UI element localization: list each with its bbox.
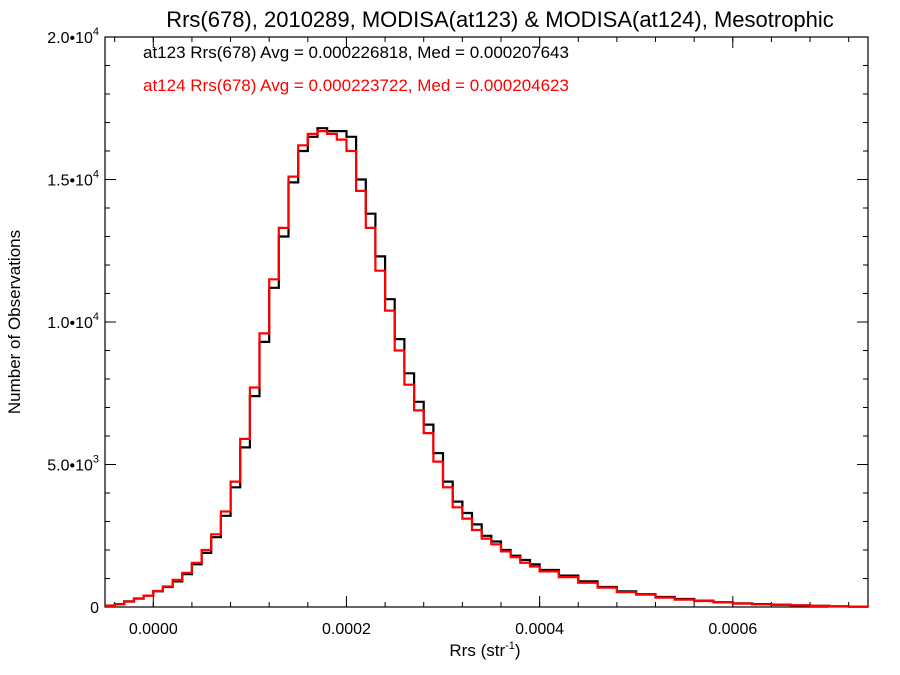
series-lines bbox=[105, 127, 870, 608]
series-line-1 bbox=[105, 130, 870, 608]
plot-frame bbox=[104, 36, 869, 608]
x-axis-label-close: ) bbox=[515, 641, 521, 660]
x-tick-label-2: 0.0004 bbox=[515, 621, 564, 638]
x-axis-label-sup: -1 bbox=[505, 640, 515, 652]
x-tick-label-0: 0.0000 bbox=[129, 621, 178, 638]
y-tick-label-4: 2.0•104 bbox=[47, 26, 99, 47]
x-tick-label-3: 0.0006 bbox=[708, 621, 757, 638]
annotation-at123: at123 Rrs(678) Avg = 0.000226818, Med = … bbox=[143, 43, 569, 62]
y-tick-label-2: 1.0•104 bbox=[47, 311, 99, 332]
y-tick-label-0: 0 bbox=[90, 600, 99, 617]
x-tick-label-1: 0.0002 bbox=[322, 621, 371, 638]
chart-title: Rrs(678), 2010289, MODISA(at123) & MODIS… bbox=[166, 7, 834, 32]
x-axis-label: Rrs (str-1) bbox=[449, 640, 520, 660]
y-tick-label-1: 5.0•103 bbox=[47, 454, 99, 475]
axis-ticks: 0.0000 0.0002 0.0004 0.0006 0 5.0•103 1.0•104 1… bbox=[47, 26, 868, 638]
y-axis-label: Number of Observations bbox=[5, 230, 24, 414]
annotation-at124: at124 Rrs(678) Avg = 0.000223722, Med = … bbox=[143, 76, 569, 95]
x-axis-label-base: Rrs (str bbox=[449, 641, 505, 660]
y-tick-label-3: 1.5•104 bbox=[47, 169, 99, 190]
